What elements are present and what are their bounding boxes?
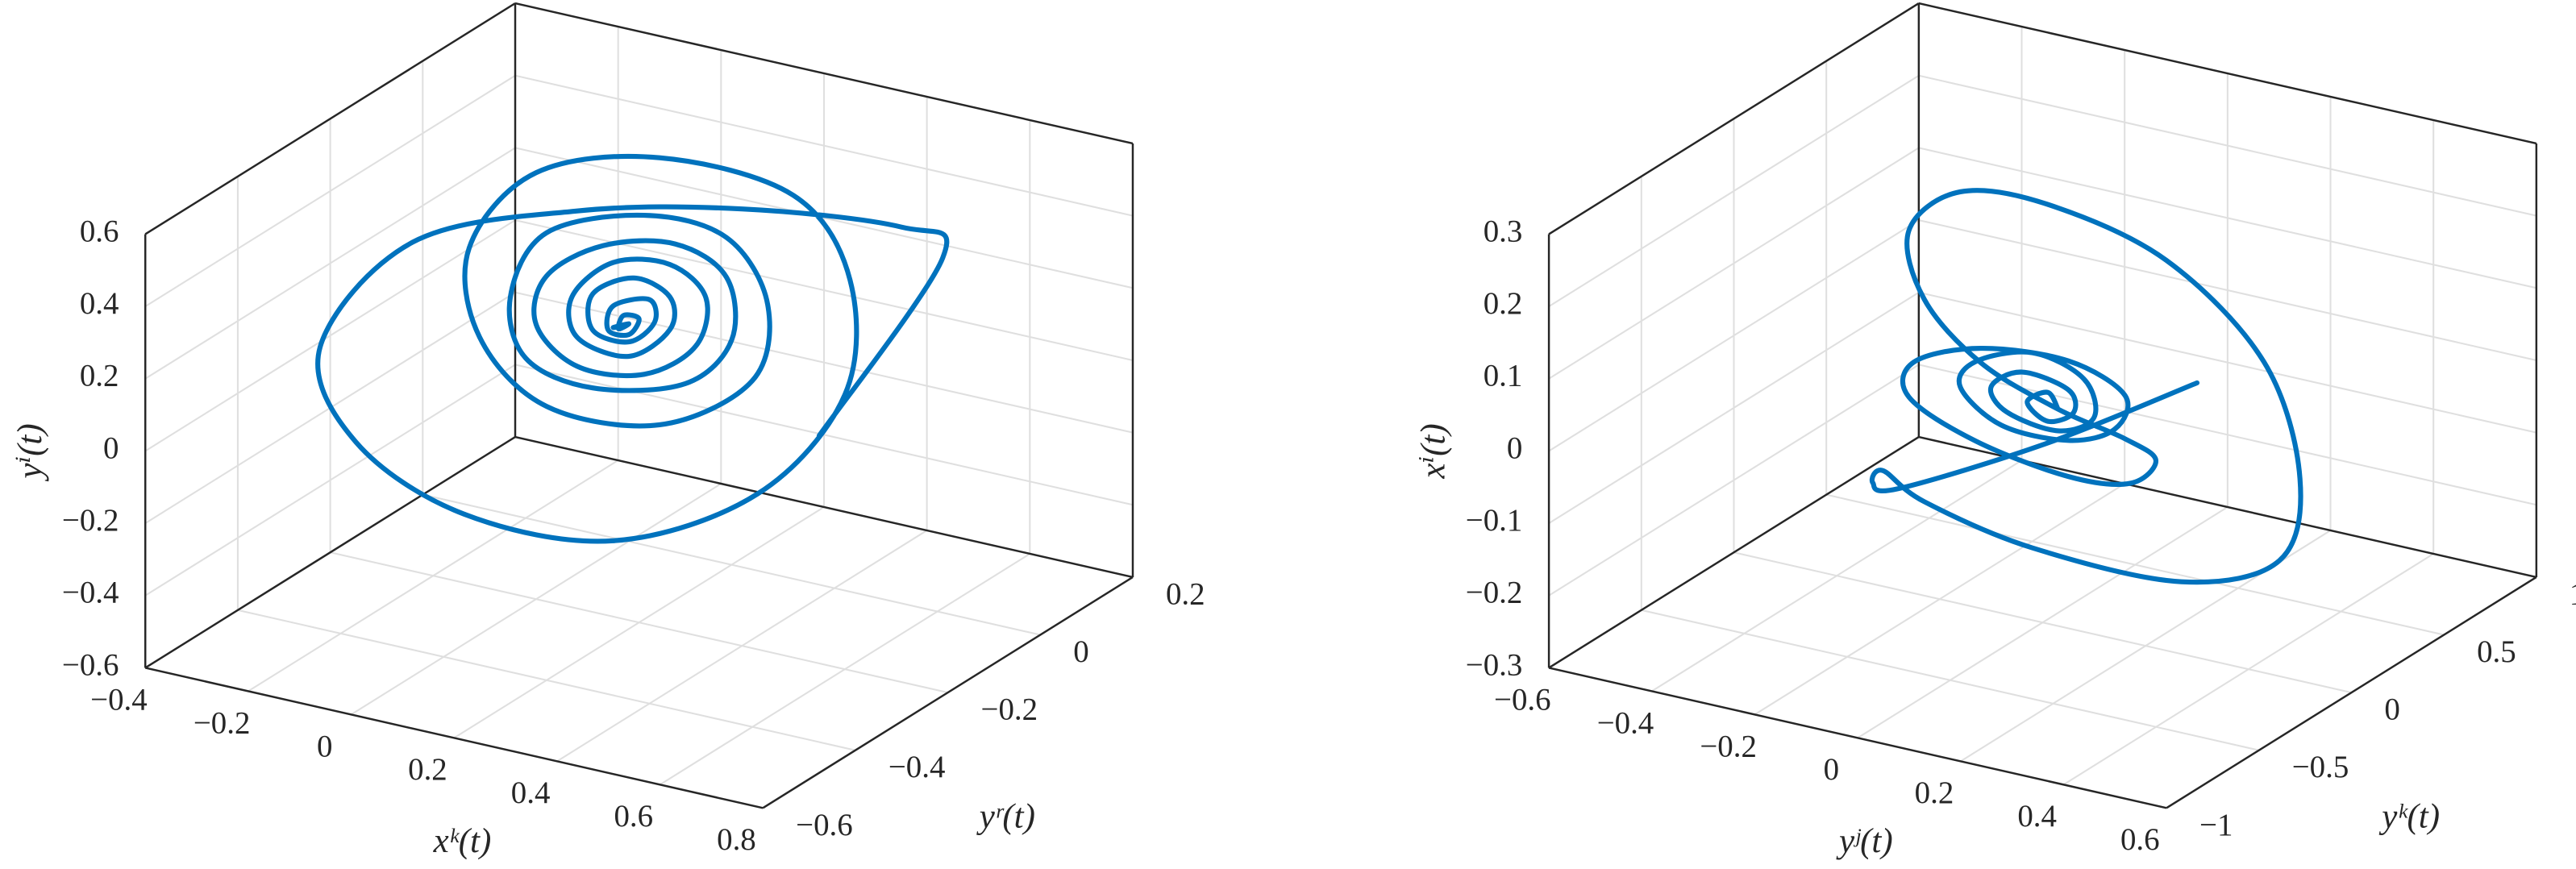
x-tick-label: 0.8: [717, 822, 756, 857]
y-tick-label: −1: [2199, 808, 2233, 842]
z-tick-label: −0.4: [62, 576, 119, 610]
z-axis-label: xⁱ(t): [1415, 423, 1453, 479]
y-tick-label: −0.6: [796, 808, 853, 842]
grid-line: [144, 364, 516, 597]
axis-edge: [1918, 2, 2537, 145]
grid-line: [514, 147, 1134, 289]
y-tick-label: 0: [2384, 692, 2399, 727]
axis-edge: [1548, 667, 2167, 809]
x-tick-label: −0.4: [1597, 705, 1654, 740]
y-tick-label: −0.4: [888, 750, 946, 784]
axis-edge: [514, 435, 1134, 579]
z-tick-label: −0.2: [1466, 576, 1523, 610]
x-tick-label: −0.2: [194, 705, 251, 740]
grid-line: [1548, 219, 1920, 452]
grid-line: [514, 74, 1134, 217]
x-tick-label: −0.4: [90, 682, 148, 717]
y-tick-label: 0: [1073, 634, 1088, 669]
x-axis-label: xᵏ(t): [433, 822, 492, 860]
x-axis-label: yʲ(t): [1836, 822, 1893, 860]
grid-line: [514, 291, 1134, 434]
z-tick-label: 0.2: [80, 359, 119, 393]
y-axis-label: yʳ(t): [976, 798, 1035, 836]
z-tick-label: 0.3: [1484, 214, 1523, 248]
z-tick-label: −0.1: [1466, 503, 1523, 538]
x-tick-label: −0.2: [1700, 729, 1757, 763]
y-tick-label: 0.5: [2477, 634, 2516, 669]
x-tick-label: 0.2: [1915, 775, 1954, 810]
x-tick-label: 0: [1824, 752, 1839, 787]
z-tick-label: 0: [103, 430, 119, 465]
grid-line: [1825, 493, 2445, 636]
grid-line: [144, 147, 516, 380]
z-tick-label: 0: [1507, 430, 1522, 465]
z-tick-label: −0.3: [1466, 647, 1523, 682]
axis-edge: [144, 2, 516, 235]
grid-line: [1918, 147, 2537, 289]
y-tick-label: 0.2: [1166, 576, 1205, 611]
grid-line: [422, 493, 1041, 636]
axis-edge: [1548, 2, 1920, 235]
grid-line: [1918, 291, 2537, 434]
grid-line: [1918, 74, 2537, 217]
z-tick-label: −0.6: [62, 647, 119, 682]
y-tick-label: 1: [2570, 576, 2576, 611]
z-tick-label: 0.4: [80, 286, 119, 321]
y-tick-label: −0.2: [981, 692, 1038, 727]
z-tick-label: −0.2: [62, 503, 119, 538]
z-tick-label: 0.1: [1484, 359, 1523, 393]
grid-line: [144, 219, 516, 452]
axis-edge: [1548, 436, 1920, 669]
x-tick-label: 0.4: [511, 775, 551, 810]
z-tick-label: 0.2: [1484, 286, 1523, 321]
axis-edge: [762, 576, 1134, 809]
y-axis-label: yᵏ(t): [2378, 798, 2440, 836]
grid-line: [1548, 147, 1920, 380]
x-tick-label: 0.2: [408, 752, 447, 787]
axis-edge: [144, 436, 516, 669]
axis-edge: [144, 667, 764, 809]
grid-line: [1548, 74, 1920, 307]
grid-line: [330, 551, 948, 694]
x-tick-label: 0.4: [2017, 799, 2057, 834]
grid-line: [237, 609, 856, 751]
y-tick-label: −0.5: [2292, 750, 2349, 784]
axis-edge: [2166, 576, 2537, 809]
x-tick-label: −0.6: [1494, 682, 1551, 717]
grid-line: [1733, 551, 2352, 694]
grid-line: [1641, 609, 2259, 751]
grid-line: [1548, 291, 1920, 524]
axes: −0.4−0.200.20.40.60.8 −0.6−0.4−0.200.2−0.…: [11, 2, 1205, 860]
axes: −0.6 −0.4 −0.2 0 0.2 0.4 0.6 −1 −0.5 0 0.5 1 −0.3 −0.…: [1415, 2, 2576, 860]
z-tick-label: 0.6: [80, 214, 119, 248]
grid-line: [1548, 364, 1920, 597]
axis-edge: [514, 2, 1134, 145]
trajectory: [1869, 188, 2303, 585]
grid-line: [1918, 219, 2537, 361]
grid-line: [144, 74, 516, 307]
z-axis-label: yⁱ(t): [11, 423, 49, 481]
x-tick-label: 0.6: [614, 799, 653, 834]
trajectory: [315, 153, 950, 544]
x-tick-label: 0: [317, 729, 332, 763]
x-tick-label: 0.6: [2120, 822, 2160, 857]
